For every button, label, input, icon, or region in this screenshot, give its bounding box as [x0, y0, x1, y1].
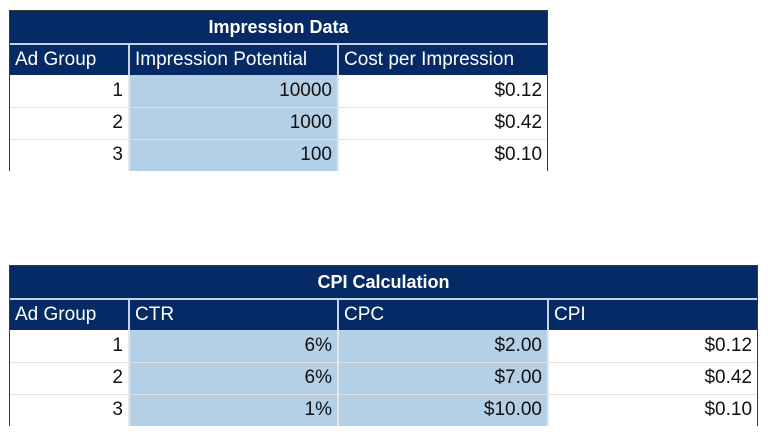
cell-ad-group[interactable]: 1 — [10, 75, 130, 108]
cell-impression-potential[interactable]: 1000 — [129, 107, 339, 140]
impression-data-table: Impression Data Ad Group Impression Pote… — [9, 10, 548, 171]
cpi-calculation-table: CPI Calculation Ad Group CTR CPC CPI 1 6… — [9, 265, 758, 426]
cell-cpc[interactable]: $7.00 — [338, 362, 549, 395]
cell-cpi[interactable]: $0.42 — [548, 362, 758, 395]
cell-ctr[interactable]: 6% — [129, 362, 339, 395]
column-header-ad-group: Ad Group — [10, 44, 130, 75]
cell-ctr[interactable]: 1% — [129, 394, 339, 426]
column-header-cpi: CPI — [548, 299, 758, 330]
table-row: 3 100 $0.10 — [10, 139, 548, 171]
column-header-cpc: CPC — [338, 299, 549, 330]
column-header-cost-per-impression: Cost per Impression — [338, 44, 548, 75]
cell-ad-group[interactable]: 2 — [10, 362, 130, 395]
cell-ctr[interactable]: 6% — [129, 330, 339, 363]
cell-ad-group[interactable]: 2 — [10, 107, 130, 140]
table-title: CPI Calculation — [10, 266, 758, 300]
cell-impression-potential[interactable]: 10000 — [129, 75, 339, 108]
column-header-impression-potential: Impression Potential — [129, 44, 339, 75]
cell-impression-potential[interactable]: 100 — [129, 139, 339, 171]
cell-ad-group[interactable]: 1 — [10, 330, 130, 363]
cell-ad-group[interactable]: 3 — [10, 139, 130, 171]
table-row: 2 6% $7.00 $0.42 — [10, 362, 758, 395]
cell-ad-group[interactable]: 3 — [10, 394, 130, 426]
column-header-row: Ad Group Impression Potential Cost per I… — [10, 44, 548, 75]
column-header-ad-group: Ad Group — [10, 299, 130, 330]
cell-cost-per-impression[interactable]: $0.10 — [338, 139, 548, 171]
table-row: 1 6% $2.00 $0.12 — [10, 330, 758, 363]
column-header-ctr: CTR — [129, 299, 339, 330]
table-title-row: CPI Calculation — [10, 266, 758, 300]
table-row: 3 1% $10.00 $0.10 — [10, 394, 758, 426]
cell-cpc[interactable]: $2.00 — [338, 330, 549, 363]
table-row: 1 10000 $0.12 — [10, 75, 548, 108]
table-row: 2 1000 $0.42 — [10, 107, 548, 140]
cell-cost-per-impression[interactable]: $0.42 — [338, 107, 548, 140]
cell-cpc[interactable]: $10.00 — [338, 394, 549, 426]
cell-cost-per-impression[interactable]: $0.12 — [338, 75, 548, 108]
table-title: Impression Data — [10, 11, 548, 45]
table-title-row: Impression Data — [10, 11, 548, 45]
column-header-row: Ad Group CTR CPC CPI — [10, 299, 758, 330]
cell-cpi[interactable]: $0.10 — [548, 394, 758, 426]
cell-cpi[interactable]: $0.12 — [548, 330, 758, 363]
